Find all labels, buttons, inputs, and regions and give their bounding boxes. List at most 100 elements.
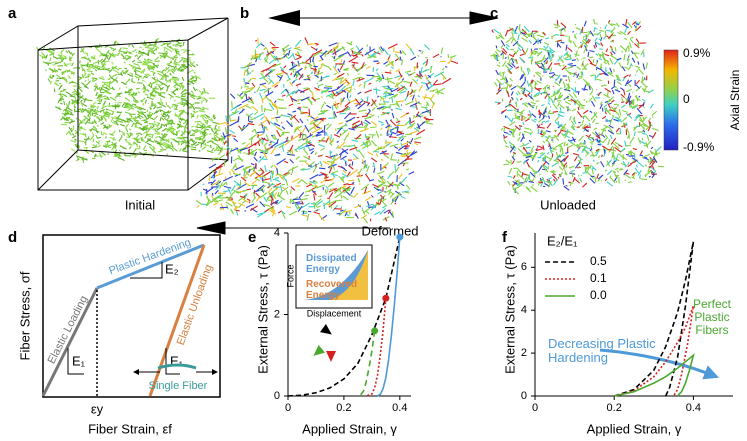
- fiber: [250, 134, 257, 139]
- fiber: [140, 133, 143, 136]
- fiber: [629, 136, 635, 144]
- fiber: [165, 127, 169, 132]
- fiber: [57, 54, 62, 57]
- fiber: [627, 163, 632, 168]
- fiber: [528, 56, 534, 59]
- y-axis-label: Fiber Stress, σf: [17, 271, 32, 360]
- fiber: [62, 55, 67, 58]
- fiber: [179, 68, 185, 72]
- fiber: [421, 106, 428, 109]
- fiber: [329, 163, 333, 169]
- fiber: [375, 77, 383, 82]
- fiber: [100, 98, 103, 103]
- fiber: [115, 153, 118, 155]
- fiber: [311, 189, 317, 196]
- fiber: [644, 90, 650, 93]
- y-tick-label: 0: [521, 390, 527, 402]
- fiber: [394, 166, 400, 174]
- fiber: [264, 205, 274, 213]
- fiber: [581, 60, 584, 67]
- fiber: [249, 112, 254, 117]
- fiber: [173, 105, 178, 108]
- fiber: [501, 50, 507, 56]
- fiber: [641, 98, 646, 102]
- fiber: [286, 151, 290, 154]
- fiber: [171, 103, 175, 108]
- fiber: [229, 129, 235, 134]
- fiber: [80, 107, 84, 113]
- fiber: [375, 183, 384, 190]
- fiber: [175, 95, 181, 99]
- fiber: [607, 129, 615, 135]
- fiber: [625, 112, 633, 119]
- fiber: [536, 71, 542, 75]
- fiber: [400, 59, 404, 66]
- fiber: [174, 60, 178, 64]
- fiber: [190, 90, 194, 94]
- fiber: [87, 106, 93, 110]
- fiber: [72, 92, 79, 96]
- fiber: [533, 170, 540, 175]
- fiber: [83, 138, 88, 144]
- fiber: [548, 53, 551, 60]
- fiber: [536, 147, 538, 152]
- fiber: [594, 148, 601, 154]
- fiber: [572, 40, 577, 48]
- fiber: [351, 54, 358, 57]
- fiber: [594, 41, 601, 46]
- fiber: [142, 126, 149, 130]
- fiber: [274, 48, 277, 51]
- fiber: [80, 102, 88, 107]
- fiber: [327, 136, 332, 142]
- fiber: [111, 67, 114, 69]
- fiber: [552, 110, 559, 113]
- fiber: [180, 142, 183, 146]
- fiber: [153, 139, 157, 144]
- fiber: [260, 72, 265, 79]
- fiber: [190, 148, 197, 151]
- fiber: [631, 157, 639, 162]
- fiber: [245, 86, 255, 90]
- fiber: [423, 44, 431, 51]
- fiber: [583, 84, 587, 92]
- fiber: [295, 52, 298, 56]
- fiber: [161, 112, 166, 118]
- fiber: [330, 188, 333, 191]
- fiber: [522, 155, 527, 157]
- fiber: [413, 66, 419, 68]
- fiber: [313, 97, 320, 101]
- fiber: [556, 42, 562, 48]
- fiber: [587, 172, 595, 179]
- fiber: [508, 53, 515, 58]
- fiber: [101, 53, 106, 56]
- fiber: [89, 108, 94, 111]
- fiber: [527, 116, 532, 120]
- fiber: [555, 151, 559, 157]
- fiber: [92, 128, 100, 133]
- fiber: [496, 36, 501, 40]
- fiber: [54, 82, 59, 87]
- fiber: [305, 76, 311, 80]
- fiber: [440, 47, 444, 55]
- fiber: [645, 164, 647, 167]
- fiber: [222, 175, 233, 182]
- fiber: [105, 53, 108, 58]
- fiber: [211, 158, 214, 162]
- fiber: [627, 144, 629, 147]
- fiber: [253, 113, 265, 119]
- fiber: [277, 199, 283, 205]
- fiber: [562, 64, 565, 67]
- fiber: [144, 99, 147, 104]
- fiber: [76, 154, 80, 160]
- fiber: [595, 78, 603, 82]
- fiber: [353, 88, 356, 91]
- fiber: [579, 123, 584, 127]
- fiber: [323, 101, 327, 105]
- fiber: [576, 57, 579, 62]
- fiber: [511, 184, 515, 191]
- fiber: [264, 57, 266, 60]
- fiber: [643, 156, 647, 159]
- fiber: [255, 184, 265, 192]
- fiber: [598, 57, 603, 61]
- fiber: [319, 62, 324, 70]
